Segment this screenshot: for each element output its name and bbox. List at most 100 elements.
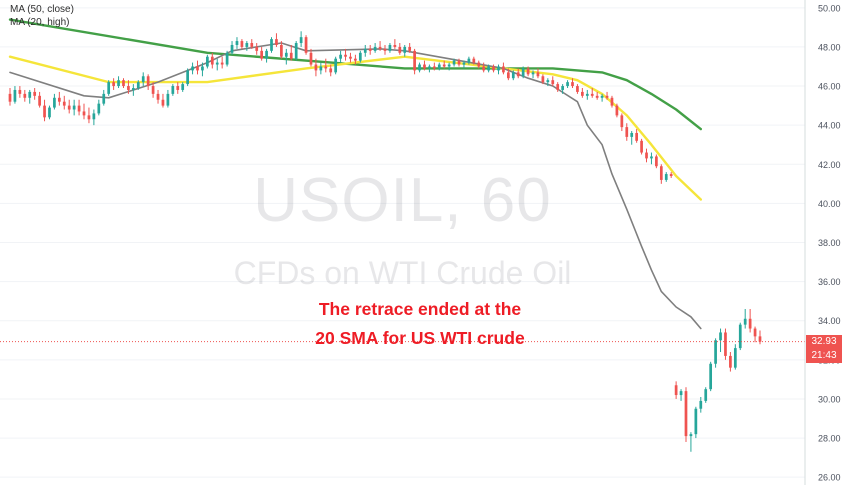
- price-tick-label: 50.00: [818, 3, 841, 13]
- candle-body: [659, 166, 663, 180]
- candle: [566, 80, 569, 89]
- candle: [502, 62, 505, 75]
- price-tick-label: 28.00: [818, 434, 841, 444]
- candle: [289, 44, 293, 61]
- candle-body: [225, 52, 229, 65]
- candle-body: [304, 37, 308, 53]
- candle: [373, 43, 377, 53]
- candle-body: [62, 101, 66, 106]
- candle-body: [358, 52, 362, 61]
- candle: [699, 396, 703, 413]
- candle-body: [240, 41, 244, 47]
- candle: [334, 56, 338, 75]
- candle: [368, 44, 372, 55]
- candle: [590, 88, 594, 98]
- candle: [309, 48, 313, 67]
- candle-body: [437, 64, 441, 69]
- candle-body: [309, 52, 313, 65]
- candle: [743, 308, 747, 329]
- candle: [556, 82, 560, 92]
- candle-body: [655, 156, 658, 167]
- candle-body: [176, 86, 180, 90]
- candle: [245, 41, 249, 51]
- candle-body: [23, 93, 27, 98]
- candle-body: [28, 91, 32, 98]
- moving-average-lines: [8, 18, 702, 330]
- candle: [551, 76, 555, 87]
- candle: [354, 54, 357, 65]
- candle: [48, 105, 51, 120]
- candle: [250, 39, 254, 49]
- candle: [679, 389, 683, 401]
- candle: [753, 326, 757, 343]
- candle-body: [166, 93, 170, 106]
- candle-body: [738, 324, 742, 349]
- candle-body: [191, 66, 194, 71]
- candle: [201, 62, 204, 77]
- candle: [511, 70, 515, 81]
- candle-body: [462, 62, 466, 65]
- candle: [265, 48, 268, 63]
- candle: [719, 328, 722, 353]
- candle-body: [477, 62, 481, 67]
- candle: [210, 52, 214, 69]
- candle: [423, 60, 426, 71]
- candle: [72, 99, 76, 116]
- candle-body: [674, 385, 678, 396]
- candle: [92, 109, 96, 126]
- candle-body: [408, 46, 412, 51]
- candle-body: [595, 95, 599, 98]
- candle: [428, 64, 431, 73]
- last-price-label: 32.93: [806, 334, 842, 349]
- candle-body: [339, 54, 342, 59]
- candle: [122, 78, 125, 89]
- candle-body: [250, 43, 254, 47]
- candle-body: [122, 80, 125, 87]
- candle: [437, 62, 441, 71]
- candle-body: [640, 140, 643, 153]
- candle: [506, 68, 510, 81]
- candle-body: [314, 64, 318, 71]
- watermark-description: CFDs on WTI Crude Oil: [233, 255, 572, 291]
- candle-body: [8, 93, 12, 102]
- candle: [13, 86, 17, 104]
- legend-ma50[interactable]: MA (50, close): [10, 4, 74, 15]
- price-tick-label: 42.00: [818, 160, 841, 170]
- candle: [403, 44, 407, 57]
- candle-body: [82, 111, 86, 116]
- candle-body: [729, 355, 732, 368]
- candle-body: [97, 103, 101, 114]
- candle-body: [383, 48, 387, 51]
- candle-body: [67, 105, 71, 110]
- candle-body: [630, 132, 634, 137]
- price-tick-label: 34.00: [818, 316, 841, 326]
- candle-body: [33, 91, 37, 96]
- candle: [620, 113, 624, 132]
- candle-body: [571, 82, 574, 87]
- candle-body: [146, 76, 150, 87]
- candle-body: [590, 93, 594, 96]
- candle-body: [413, 50, 416, 71]
- candle: [516, 68, 520, 79]
- candle-body: [13, 89, 17, 102]
- candle: [733, 344, 737, 370]
- candle-body: [324, 66, 328, 69]
- candle-body: [398, 46, 402, 53]
- candle-body: [605, 95, 609, 98]
- legend-ma20[interactable]: MA (20, high): [10, 17, 70, 28]
- candle-body: [423, 64, 426, 69]
- candle: [571, 78, 574, 89]
- candle: [349, 52, 352, 63]
- candle-body: [186, 70, 189, 85]
- candle: [492, 64, 495, 73]
- candle: [388, 43, 392, 53]
- candle-body: [220, 62, 224, 65]
- candle: [260, 46, 264, 61]
- candle-body: [447, 64, 451, 67]
- price-axis[interactable]: 26.0028.0030.0032.0034.0036.0038.0040.00…: [818, 3, 841, 482]
- candle: [294, 41, 298, 61]
- candle-body: [43, 105, 46, 118]
- candle-body: [393, 44, 397, 47]
- ma-line: [8, 18, 702, 131]
